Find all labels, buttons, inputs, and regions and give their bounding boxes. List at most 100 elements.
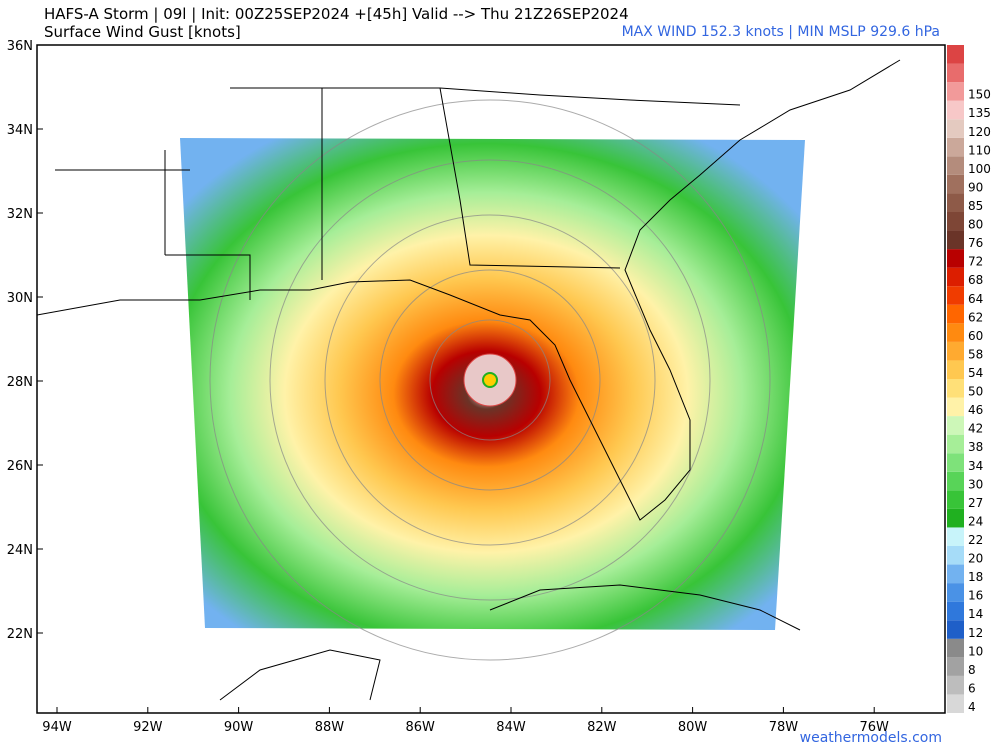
colorbar-label: 100 <box>968 162 991 176</box>
colorbar-label: 6 <box>968 681 976 695</box>
longitude-label: 80W <box>678 720 708 735</box>
colorbar: 4681012141618202224273034384246505458606… <box>947 45 991 714</box>
colorbar-label: 64 <box>968 292 983 306</box>
colorbar-cell <box>947 434 964 454</box>
map <box>37 59 901 701</box>
colorbar-cell <box>947 286 964 305</box>
colorbar-cell <box>947 63 964 83</box>
colorbar-label: 46 <box>968 403 983 417</box>
latitude-labels: 36N 34N 32N 30N 28N 26N 24N 22N <box>7 39 43 642</box>
colorbar-cell <box>947 174 964 194</box>
colorbar-label: 16 <box>968 589 983 603</box>
longitude-label: 86W <box>405 720 435 735</box>
colorbar-label: 22 <box>968 533 983 547</box>
colorbar-label: 90 <box>968 180 983 194</box>
latitude-label: 28N <box>7 375 33 390</box>
colorbar-label: 58 <box>968 347 983 361</box>
colorbar-label: 72 <box>968 255 983 269</box>
streamlines <box>209 99 771 661</box>
colorbar-label: 14 <box>968 607 983 621</box>
colorbar-cell <box>947 249 964 268</box>
colorbar-label: 24 <box>968 514 983 528</box>
title: HAFS-A Storm | 09l | Init: 00Z25SEP2024 … <box>44 5 629 23</box>
colorbar-cell <box>947 583 964 602</box>
colorbar-label: 10 <box>968 644 983 658</box>
colorbar-label: 62 <box>968 310 983 324</box>
colorbar-cell <box>947 304 964 324</box>
colorbar-cell <box>947 82 964 101</box>
colorbar-label: 135 <box>968 106 991 120</box>
colorbar-cell <box>947 230 964 250</box>
colorbar-cell <box>947 416 964 435</box>
colorbar-label: 68 <box>968 273 983 287</box>
colorbar-cell <box>947 156 964 175</box>
colorbar-label: 85 <box>968 199 983 213</box>
latitude-label: 32N <box>7 207 33 222</box>
longitude-label: 92W <box>133 720 163 735</box>
longitude-labels: 94W 92W 90W 88W 86W 84W 82W 80W 78W 76W <box>42 707 889 735</box>
longitude-label: 94W <box>42 720 72 735</box>
colorbar-cell <box>947 675 964 695</box>
colorbar-cell <box>947 341 964 361</box>
colorbar-label: 4 <box>968 700 976 714</box>
colorbar-label: 110 <box>968 143 991 157</box>
colorbar-cell <box>947 638 964 658</box>
colorbar-label: 30 <box>968 477 983 491</box>
colorbar-label: 20 <box>968 552 983 566</box>
latitude-label: 24N <box>7 543 33 558</box>
longitude-label: 82W <box>587 720 617 735</box>
colorbar-label: 38 <box>968 440 983 454</box>
colorbar-label: 120 <box>968 125 991 139</box>
colorbar-cell <box>947 323 964 342</box>
colorbar-cell <box>947 620 964 639</box>
latitude-label: 36N <box>7 39 33 54</box>
colorbar-label: 50 <box>968 385 983 399</box>
subtitle: Surface Wind Gust [knots] <box>44 23 241 41</box>
stats: MAX WIND 152.3 knots | MIN MSLP 929.6 hP… <box>622 24 940 40</box>
longitude-label: 84W <box>496 720 526 735</box>
colorbar-cell <box>947 546 964 565</box>
coastlines <box>37 59 901 701</box>
colorbar-cell <box>947 360 964 379</box>
watermark: weathermodels.com <box>800 730 942 746</box>
colorbar-label: 27 <box>968 496 983 510</box>
latitude-label: 22N <box>7 627 33 642</box>
colorbar-cell <box>947 527 964 546</box>
colorbar-label: 54 <box>968 366 983 380</box>
colorbar-label: 8 <box>968 663 976 677</box>
colorbar-cell <box>947 564 964 584</box>
colorbar-label: 80 <box>968 218 983 232</box>
colorbar-cell <box>947 193 964 212</box>
colorbar-cell <box>947 119 964 138</box>
longitude-label: 88W <box>315 720 345 735</box>
colorbar-cell <box>947 657 964 676</box>
colorbar-cell <box>947 490 964 509</box>
colorbar-cell <box>947 379 964 398</box>
colorbar-cell <box>947 508 964 528</box>
map-frame <box>36 44 946 714</box>
latitude-label: 30N <box>7 291 33 306</box>
longitude-label: 76W <box>859 720 889 735</box>
colorbar-label: 42 <box>968 422 983 436</box>
colorbar-label: 12 <box>968 626 983 640</box>
colorbar-label: 76 <box>968 236 983 250</box>
colorbar-cell <box>947 137 964 157</box>
colorbar-cell <box>947 267 964 287</box>
colorbar-label: 150 <box>968 88 991 102</box>
colorbar-cell <box>947 453 964 472</box>
colorbar-cell <box>947 100 964 120</box>
colorbar-label: 60 <box>968 329 983 343</box>
colorbar-label: 34 <box>968 459 983 473</box>
latitude-label: 26N <box>7 459 33 474</box>
storm-eye <box>482 372 498 388</box>
colorbar-cell <box>947 471 964 491</box>
colorbar-cell <box>947 45 964 64</box>
longitude-label: 90W <box>224 720 254 735</box>
colorbar-cell <box>947 601 964 621</box>
colorbar-label: 18 <box>968 570 983 584</box>
colorbar-cell <box>947 694 964 713</box>
colorbar-cell <box>947 397 964 417</box>
latitude-label: 34N <box>7 123 33 138</box>
colorbar-cell <box>947 212 964 231</box>
